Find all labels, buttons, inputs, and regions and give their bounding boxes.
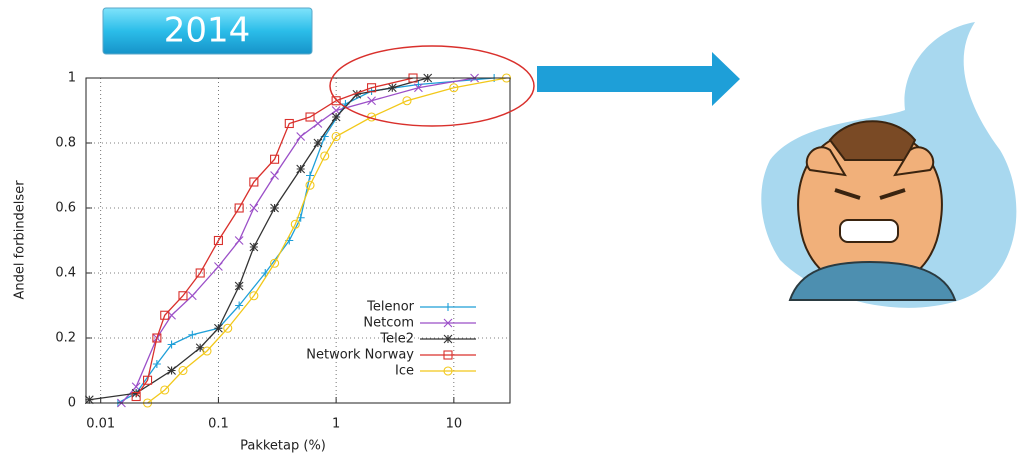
marker <box>235 237 243 245</box>
marker <box>214 324 222 332</box>
marker <box>250 204 258 212</box>
y-tick-label: 0.2 <box>55 331 76 346</box>
x-tick-label: 0.01 <box>86 417 115 432</box>
marker <box>314 120 322 128</box>
marker <box>235 282 243 290</box>
marker <box>332 113 340 121</box>
legend-label: Netcom <box>363 316 414 331</box>
y-tick-label: 0 <box>68 396 76 411</box>
y-tick-label: 0.8 <box>55 136 76 151</box>
marker <box>297 133 305 141</box>
legend-label: Telenor <box>366 300 415 315</box>
marker <box>444 303 452 311</box>
legend-label: Ice <box>395 364 414 379</box>
marker <box>168 367 176 375</box>
marker <box>250 243 258 251</box>
x-tick-label: 10 <box>446 417 463 432</box>
series-line <box>121 78 474 403</box>
banner-text: 2014 <box>164 11 251 51</box>
marker <box>368 97 376 105</box>
page: {"banner": "2014", "chart_data": {"type"… <box>0 0 1033 460</box>
marker <box>444 335 452 343</box>
marker <box>271 172 279 180</box>
x-tick-label: 0.1 <box>208 417 229 432</box>
frustrated-cartoon <box>761 22 1016 308</box>
marker <box>188 292 196 300</box>
legend-label: Network Norway <box>306 348 414 363</box>
marker <box>214 263 222 271</box>
marker <box>271 204 279 212</box>
marker <box>314 139 322 147</box>
marker <box>188 331 196 339</box>
y-tick-label: 1 <box>68 71 76 86</box>
y-tick-label: 0.4 <box>55 266 76 281</box>
arrow <box>537 52 740 106</box>
slide: 2014 Pakketap (%) Andel forbindelser 0 0.… <box>0 0 1033 460</box>
plot: 0 0.2 0.4 0.6 0.8 1 0.01 0.1 1 10 TelenorNetcomTel… <box>55 71 510 432</box>
marker <box>297 165 305 173</box>
x-axis-label: Pakketap (%) <box>240 439 326 454</box>
legend-label: Tele2 <box>379 332 414 347</box>
y-tick-label: 0.6 <box>55 201 76 216</box>
y-axis-label: Andel forbindelser <box>13 180 28 300</box>
x-tick-label: 1 <box>332 417 340 432</box>
marker <box>388 84 396 92</box>
